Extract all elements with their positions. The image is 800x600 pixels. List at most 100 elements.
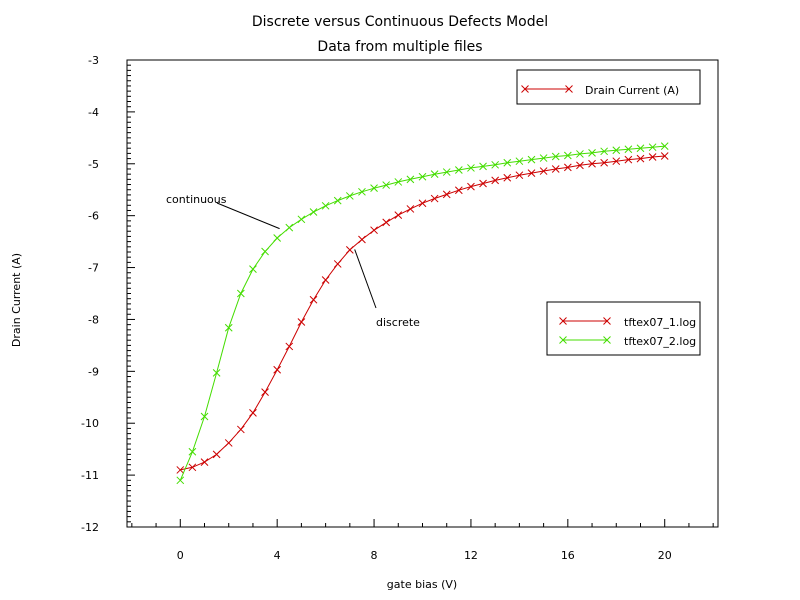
plot-frame [126,59,719,528]
axis-ticks [127,59,714,528]
data-point [491,160,500,169]
legend-marker [559,317,567,325]
data-point [503,173,512,182]
y-tick-labels: -3 -4 -5 -6 -7 -8 -9 -10 -11 -12 [81,54,99,534]
data-point [660,152,669,160]
data-point [333,260,342,268]
data-point [551,165,560,173]
data-point [660,142,669,150]
data-point [273,365,282,374]
annotation-discrete-leader [354,249,377,309]
data-point [212,369,221,377]
data-point [648,153,657,161]
y-tick-label: -11 [81,469,99,482]
data-point [394,211,403,220]
data-point [261,388,269,396]
data-point [249,265,257,273]
data-point [491,176,500,185]
series-1 [176,142,669,485]
annotation-continuous: continuous [166,193,227,206]
x-tick-label: 16 [561,549,575,562]
legend-top-markers [521,85,573,93]
y-tick-label: -8 [88,313,99,326]
legend-top-marker [565,85,573,93]
data-point [200,458,209,466]
series-0 [176,152,669,474]
data-point [454,166,463,174]
data-point [624,155,633,164]
data-point [188,447,197,456]
data-point [212,450,221,459]
chart-title: Discrete versus Continuous Defects Model [252,14,548,30]
data-point [358,187,366,196]
legend-top-label: Drain Current (A) [585,84,679,97]
data-point [588,159,596,168]
data-point [442,190,451,199]
data-point [261,247,269,256]
data-point [309,295,318,304]
data-point [382,181,391,189]
data-point [636,154,645,163]
data-point [600,158,609,167]
data-point [309,208,318,216]
x-tick-label: 8 [371,549,378,562]
data-point [479,179,487,188]
data-point [297,318,306,326]
data-point [406,205,415,213]
x-tick-label: 12 [464,549,478,562]
y-tick-label: -4 [88,106,99,119]
data-point [576,161,584,170]
data-point [224,439,233,447]
data-point [503,158,512,167]
y-tick-label: -3 [88,54,99,67]
series-layer [176,142,669,485]
legend-marker [603,336,611,344]
y-axis-label: Drain Current (A) [10,253,23,347]
data-point [382,218,391,227]
y-tick-label: -6 [88,210,99,223]
legend-swatch-1 [559,336,611,344]
data-point [479,162,487,171]
chart-subtitle: Data from multiple files [317,39,482,55]
data-point [321,276,330,284]
y-tick-label: -9 [88,365,99,378]
data-point [236,289,245,298]
data-point [418,172,427,181]
data-point [612,146,621,155]
legend-label-0: tftex07_1.log [624,316,696,329]
data-point [370,184,378,193]
data-point [430,194,439,203]
data-point [406,175,415,184]
data-point [249,408,257,417]
legend-label-1: tftex07_2.log [624,335,696,348]
y-tick-label: -10 [81,417,99,430]
data-point [527,169,536,177]
data-point [285,223,294,232]
data-point [576,150,584,158]
data-point [370,226,378,235]
y-tick-label: -5 [88,158,99,171]
x-axis-label: gate bias (V) [387,578,457,591]
data-point [600,147,609,156]
data-point [515,157,524,166]
data-point [527,155,536,164]
legend: tftex07_1.log tftex07_2.log [546,301,701,356]
legend-top: Drain Current (A) [516,69,701,105]
data-point [539,167,548,175]
x-tick-labels: 0 4 8 12 16 20 [177,549,672,562]
data-point [176,466,185,474]
y-tick-label: -12 [81,521,99,534]
legend-top-marker [521,85,529,93]
data-point [273,234,282,242]
data-point [236,425,245,434]
legend-top-box [516,69,701,105]
data-point [454,186,463,195]
legend-box [546,301,701,356]
x-tick-label: 20 [658,549,672,562]
annotation-continuous-leader [216,202,280,230]
data-point [394,178,403,186]
data-point [624,145,633,154]
data-point [224,323,233,332]
legend-items [559,317,611,344]
data-point [285,342,294,351]
